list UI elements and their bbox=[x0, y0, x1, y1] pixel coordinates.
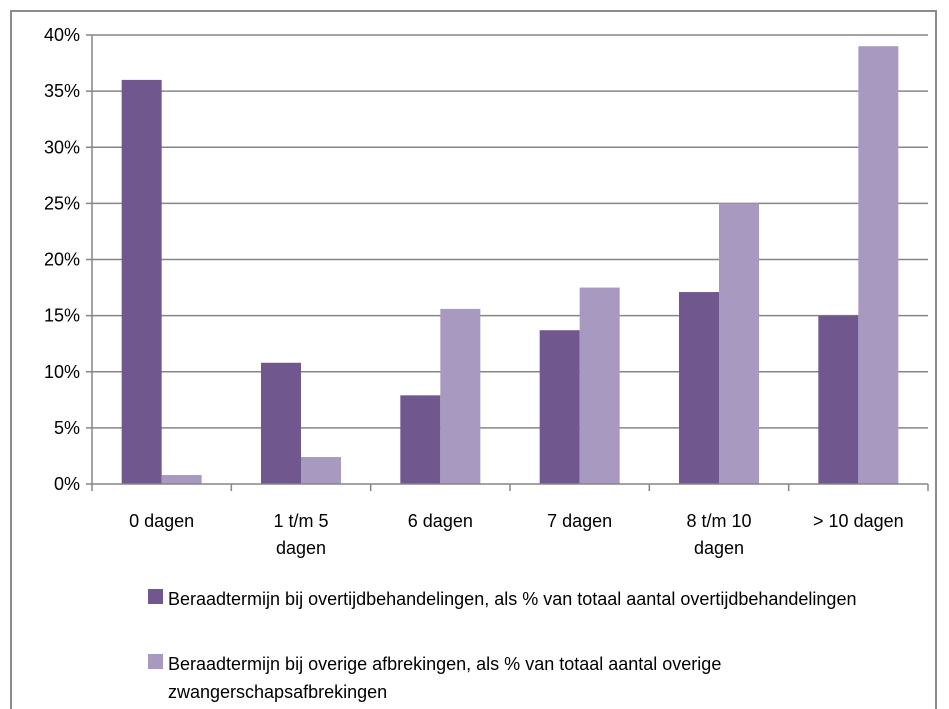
bar-series-2 bbox=[301, 457, 341, 484]
bars bbox=[121, 46, 899, 485]
x-tick-labels: 0 dagen 1 t/m 5 dagen 6 dagen 7 dagen 8 t/m 1… bbox=[129, 511, 904, 558]
bar-series-2 bbox=[719, 203, 759, 484]
y-tick-label: 30% bbox=[44, 137, 80, 157]
x-tick-label: 7 dagen bbox=[547, 511, 612, 531]
x-tick-label: > 10 dagen bbox=[813, 511, 904, 531]
legend-swatch-series-2 bbox=[148, 654, 163, 669]
legend-item-series-1: Beraadtermijn bij overtijdbehandelingen,… bbox=[148, 585, 856, 613]
y-tick-label: 10% bbox=[44, 362, 80, 382]
bar-series-1 bbox=[539, 330, 580, 484]
x-tick-label: 6 dagen bbox=[408, 511, 473, 531]
x-tick-label: 1 t/m 5 dagen bbox=[273, 511, 328, 558]
y-tick-label: 15% bbox=[44, 306, 80, 326]
x-tick-label: 8 t/m 10 dagen bbox=[686, 511, 751, 558]
y-tick-label: 35% bbox=[44, 81, 80, 101]
y-tick-label: 25% bbox=[44, 193, 80, 213]
y-tick-label: 20% bbox=[44, 250, 80, 270]
gridlines bbox=[92, 34, 928, 429]
legend-item-series-2: Beraadtermijn bij overige afbrekingen, a… bbox=[148, 650, 888, 706]
bar-series-2 bbox=[579, 287, 620, 484]
bar-series-2 bbox=[440, 308, 481, 484]
bar-series-1 bbox=[261, 362, 301, 484]
bar-series-1 bbox=[121, 79, 162, 485]
legend-label-series-2: Beraadtermijn bij overige afbrekingen, a… bbox=[168, 654, 722, 702]
y-tick-label: 40% bbox=[44, 25, 80, 45]
bar-series-1 bbox=[679, 292, 719, 484]
bar-series-2 bbox=[161, 475, 202, 484]
axes bbox=[86, 34, 929, 491]
legend-swatch-series-1 bbox=[148, 589, 163, 604]
y-tick-labels: 0% 5% 10% 15% 20% 25% 30% 35% 40% bbox=[44, 25, 80, 494]
y-tick-label: 0% bbox=[54, 474, 80, 494]
legend-label-series-1: Beraadtermijn bij overtijdbehandelingen,… bbox=[168, 589, 857, 609]
bar-series-1 bbox=[400, 395, 441, 484]
y-tick-label: 5% bbox=[54, 418, 80, 438]
bar-series-2 bbox=[858, 46, 899, 484]
bar-series-1 bbox=[818, 315, 859, 484]
chart-frame bbox=[10, 10, 937, 709]
x-tick-label: 0 dagen bbox=[129, 511, 194, 531]
